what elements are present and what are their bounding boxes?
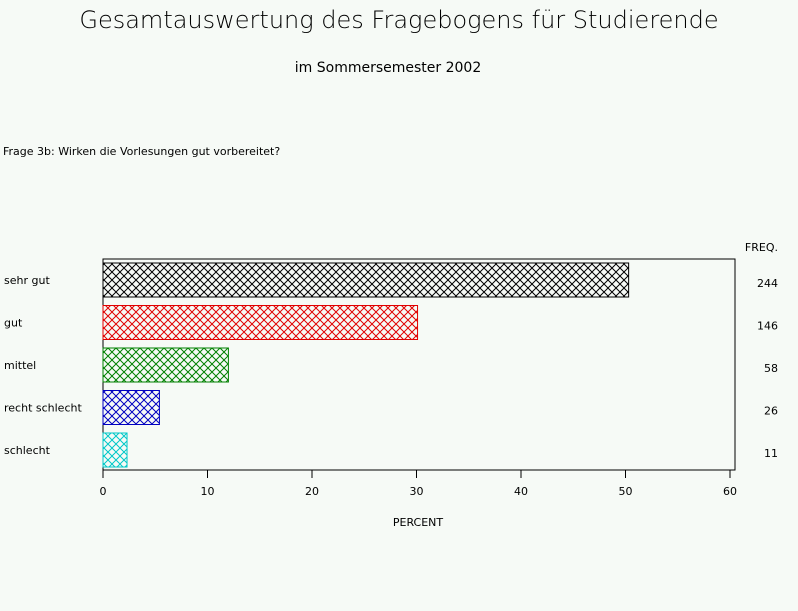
- x-tick-label: 20: [305, 485, 319, 498]
- y-tick-label: mittel: [4, 359, 36, 372]
- y-tick-label: gut: [4, 317, 23, 330]
- freq-value: 58: [764, 362, 778, 375]
- freq-header: FREQ.: [745, 241, 778, 254]
- y-tick-label: schlecht: [4, 444, 51, 457]
- x-tick-label: 40: [514, 485, 528, 498]
- x-tick-label: 30: [410, 485, 424, 498]
- x-axis-label: PERCENT: [393, 516, 444, 529]
- chart-subtitle: im Sommersemester 2002: [295, 60, 481, 76]
- x-tick-label: 10: [201, 485, 215, 498]
- question: Frage 3b: Wirken die Vorlesungen gut vor…: [3, 145, 280, 158]
- bar: [102, 262, 630, 298]
- chart-title: Gesamtauswertung des Fragebogens für Stu…: [79, 6, 718, 34]
- freq-value: 244: [757, 277, 778, 290]
- bar: [102, 432, 128, 468]
- bar: [102, 390, 160, 425]
- freq-value: 26: [764, 405, 778, 418]
- x-tick-label: 50: [619, 485, 633, 498]
- x-tick-label: 0: [100, 485, 107, 498]
- x-tick-label: 60: [723, 485, 737, 498]
- y-tick-label: sehr gut: [4, 274, 50, 287]
- bar: [102, 305, 419, 340]
- bar: [102, 347, 229, 383]
- freq-value: 146: [757, 320, 778, 333]
- y-tick-label: recht schlecht: [4, 402, 82, 415]
- freq-value: 11: [764, 447, 778, 460]
